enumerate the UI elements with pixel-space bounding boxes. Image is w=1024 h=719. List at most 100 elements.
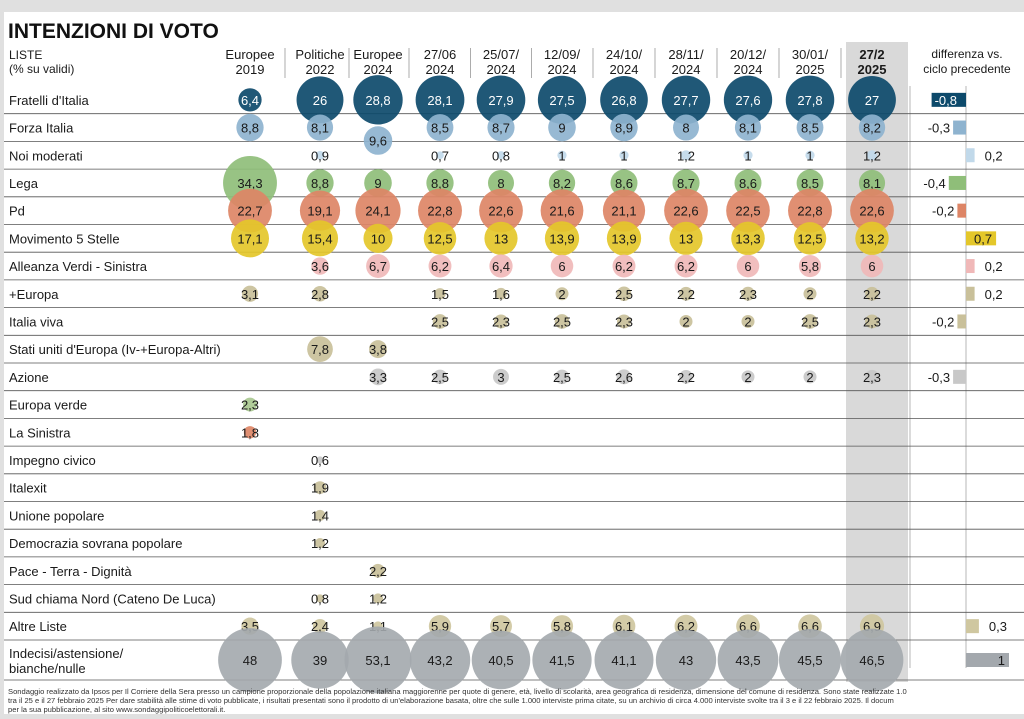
data-bubble — [672, 114, 700, 141]
data-bubble — [428, 254, 452, 278]
data-bubble — [554, 314, 570, 329]
data-label: 2 — [682, 314, 689, 329]
data-label: 8,1 — [311, 121, 329, 136]
data-label: 8,8 — [241, 121, 259, 136]
data-bubble — [371, 563, 385, 578]
liste-subheader: (% su validi) — [9, 62, 74, 76]
data-label: 2 — [744, 314, 751, 329]
data-bubble — [218, 628, 282, 692]
data-bubble — [803, 287, 817, 301]
data-bubble — [600, 76, 648, 124]
data-bubble — [606, 221, 642, 256]
data-label: 2,3 — [739, 287, 757, 302]
data-bubble — [363, 126, 393, 155]
row-label: Pace - Terra - Dignità — [9, 564, 132, 579]
highlight-column — [846, 42, 908, 682]
data-bubble — [423, 222, 457, 255]
data-label: 22,5 — [735, 204, 760, 219]
data-bubble — [434, 288, 446, 300]
diff-header: differenza vs. — [931, 47, 1002, 61]
data-bubble — [554, 369, 570, 385]
data-label: 3,1 — [241, 287, 259, 302]
data-bubble — [236, 113, 264, 142]
data-label: 27,9 — [488, 93, 513, 108]
data-bubble — [550, 254, 574, 278]
data-label: 43,5 — [735, 653, 760, 668]
data-bubble — [471, 630, 531, 690]
diff-label: -0,3 — [928, 121, 950, 136]
data-bubble — [793, 222, 827, 255]
diff-label: 0,2 — [985, 259, 1003, 274]
data-bubble — [679, 370, 693, 384]
data-bubble — [238, 88, 262, 112]
data-bubble — [487, 169, 515, 196]
data-label: 15,4 — [307, 231, 332, 246]
data-label: 39 — [313, 653, 327, 668]
data-bubble — [798, 254, 822, 278]
row-label: +Europa — [9, 287, 59, 302]
chart-title: INTENZIONI DI VOTO — [8, 20, 219, 43]
diff-bar — [957, 203, 966, 218]
row-label: Pd — [9, 204, 25, 219]
row-label: Europa verde — [9, 398, 87, 413]
diff-bar — [966, 619, 979, 634]
data-label: 8,2 — [863, 121, 881, 136]
data-bubble — [723, 75, 773, 125]
data-label: 27,6 — [735, 93, 760, 108]
data-bubble — [372, 593, 384, 604]
data-label: 8,9 — [615, 121, 633, 136]
diff-bar — [948, 175, 966, 190]
data-bubble — [243, 426, 257, 439]
data-bubble — [353, 75, 403, 125]
data-bubble — [734, 114, 762, 141]
data-bubble — [432, 314, 448, 329]
data-bubble — [312, 619, 328, 634]
data-bubble — [743, 150, 753, 160]
data-label: 1,2 — [369, 591, 387, 606]
column-header: 2024 — [734, 62, 763, 77]
data-bubble — [496, 151, 506, 160]
data-label: 26,8 — [611, 93, 636, 108]
column-header: 27/06 — [424, 47, 457, 62]
row-label: Democrazia sovrana popolare — [9, 536, 182, 551]
data-label: 2,5 — [553, 314, 571, 329]
diff-label: -0,4 — [923, 176, 945, 191]
data-bubble — [796, 169, 824, 197]
row-label: Italexit — [9, 481, 47, 496]
data-label: 2,8 — [311, 287, 329, 302]
data-label: 8,5 — [801, 176, 819, 191]
footnote: Sondaggio realizzato da Ipsos per Il Cor… — [8, 687, 907, 696]
data-bubble — [655, 629, 717, 691]
data-label: 7,8 — [311, 342, 329, 357]
data-label: 22,7 — [237, 204, 262, 219]
data-bubble — [369, 340, 387, 359]
data-bubble — [664, 188, 708, 233]
data-label: 8,8 — [311, 176, 329, 191]
data-bubble — [312, 286, 328, 302]
data-label: 9,6 — [369, 134, 387, 149]
data-label: 2,4 — [311, 619, 329, 634]
data-label: 2,5 — [553, 370, 571, 385]
data-label: 1 — [806, 148, 813, 163]
column-header: 12/09/ — [544, 47, 581, 62]
data-bubble — [610, 169, 638, 197]
data-bubble — [717, 629, 779, 691]
data-label: 1,9 — [311, 481, 329, 496]
data-label: 6 — [558, 259, 565, 274]
data-bubble — [741, 314, 755, 328]
data-label: 8,1 — [739, 121, 757, 136]
data-label: 22,6 — [859, 204, 884, 219]
data-label: 2,3 — [863, 370, 881, 385]
data-label: 19,1 — [307, 204, 332, 219]
data-bubble — [805, 150, 815, 160]
diff-bar — [966, 148, 975, 163]
column-header: 2024 — [426, 62, 455, 77]
data-label: 8,8 — [431, 176, 449, 191]
data-label: 5,8 — [801, 259, 819, 274]
data-label: 2,2 — [863, 287, 881, 302]
data-bubble — [865, 286, 879, 301]
diff-bar — [953, 369, 966, 384]
data-bubble — [532, 630, 592, 690]
row-label: Unione popolare — [9, 508, 104, 523]
data-bubble — [855, 221, 889, 256]
